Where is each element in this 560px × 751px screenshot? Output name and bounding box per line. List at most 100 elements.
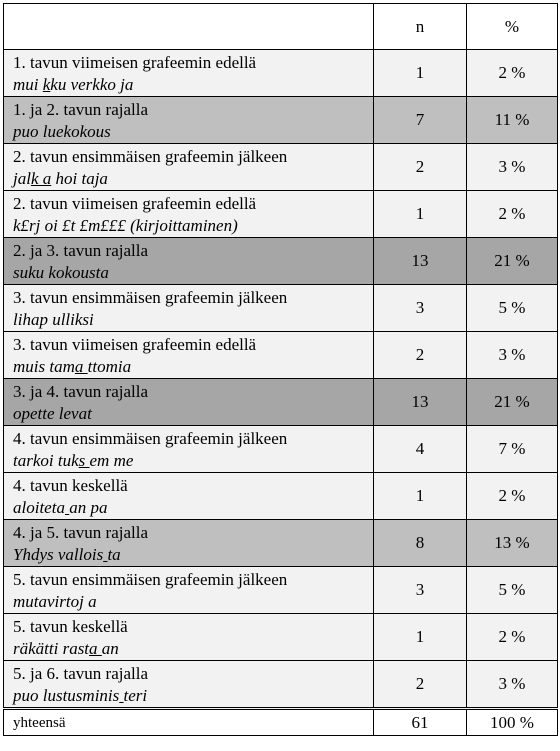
example-u: a xyxy=(74,357,88,376)
total-row: yhteensä 61 100 % xyxy=(3,707,558,736)
row-title: 2. tavun ensimmäisen grafeemin jälkeen xyxy=(13,147,288,166)
row-percent-cell: 5 % xyxy=(466,566,558,614)
row-n-cell: 13 xyxy=(373,237,467,285)
row-n-cell: 13 xyxy=(373,378,467,426)
example-post: em me xyxy=(89,451,134,470)
row-label-cell: 3. ja 4. tavun rajalla opette levat xyxy=(3,378,374,426)
row-percent-cell: 11 % xyxy=(466,96,558,144)
example-post: ttomia xyxy=(87,357,132,376)
example-pre: lihap ulliksi xyxy=(13,310,94,329)
row-label-cell: 5. tavun ensimmäisen grafeemin jälkeen mu… xyxy=(3,566,374,614)
row-title: 5. tavun keskellä xyxy=(13,617,128,636)
table-row: 5. tavun ensimmäisen grafeemin jälkeen mu… xyxy=(3,566,558,614)
total-percent: 100 % xyxy=(466,707,558,736)
table-row: 3. ja 4. tavun rajalla opette levat 13 21 % xyxy=(3,378,558,426)
row-title: 5. ja 6. tavun rajalla xyxy=(13,664,149,683)
example-u: k a xyxy=(30,169,52,188)
row-example: suku kokousta xyxy=(13,262,367,284)
row-percent-cell: 13 % xyxy=(466,519,558,567)
row-label-cell: 2. tavun viimeisen grafeemin edellä k£rj … xyxy=(3,190,374,238)
row-example: muis tama ttomia xyxy=(13,356,367,378)
row-title: 4. ja 5. tavun rajalla xyxy=(13,523,149,542)
example-pre: Yhdys vallois xyxy=(13,545,104,564)
row-example: opette levat xyxy=(13,403,367,425)
total-n: 61 xyxy=(373,707,467,736)
example-post: teri xyxy=(123,686,148,705)
row-percent-cell: 3 % xyxy=(466,143,558,191)
example-post: an pa xyxy=(69,498,108,517)
row-label-cell: 4. ja 5. tavun rajalla Yhdys vallois ta xyxy=(3,519,374,567)
row-title: 4. tavun ensimmäisen grafeemin jälkeen xyxy=(13,429,288,448)
row-percent-cell: 2 % xyxy=(466,472,558,520)
table-row: 1. tavun viimeisen grafeemin edellä mui k… xyxy=(3,49,558,97)
example-pre: suku kokousta xyxy=(13,263,109,282)
example-pre: puo lustusminis xyxy=(13,686,120,705)
table-row: 4. tavun ensimmäisen grafeemin jälkeen ta… xyxy=(3,425,558,473)
row-n-cell: 2 xyxy=(373,660,467,709)
row-example: puo lustusminis teri xyxy=(13,685,367,707)
row-label-cell: 4. tavun keskellä aloiteta an pa xyxy=(3,472,374,520)
example-post: an xyxy=(101,639,119,658)
row-label-cell: 4. tavun ensimmäisen grafeemin jälkeen ta… xyxy=(3,425,374,473)
row-title: 1. ja 2. tavun rajalla xyxy=(13,100,149,119)
row-n-cell: 7 xyxy=(373,96,467,144)
row-title: 4. tavun keskellä xyxy=(13,476,128,495)
row-n-cell: 2 xyxy=(373,143,467,191)
row-example: mutavirtoj a xyxy=(13,591,367,613)
example-post: ta xyxy=(107,545,121,564)
row-percent-cell: 2 % xyxy=(466,190,558,238)
row-n-cell: 4 xyxy=(373,425,467,473)
example-pre: räkätti rast xyxy=(13,639,90,658)
example-u: k xyxy=(42,75,51,94)
example-pre: opette levat xyxy=(13,404,92,423)
table-row: 1. ja 2. tavun rajalla puo luekokous 7 11 % xyxy=(3,96,558,144)
example-pre: muis tam xyxy=(13,357,75,376)
example-pre: k£rj oi £t £m£££ (kirjoittaminen) xyxy=(13,216,238,235)
example-pre: tarkoi tuk xyxy=(13,451,79,470)
row-example: räkätti rasta an xyxy=(13,638,367,660)
table-row: 2. ja 3. tavun rajalla suku kokousta 13 21 … xyxy=(3,237,558,285)
row-label-cell: 1. ja 2. tavun rajalla puo luekokous xyxy=(3,96,374,144)
row-title: 2. tavun viimeisen grafeemin edellä xyxy=(13,194,257,213)
row-n-cell: 3 xyxy=(373,284,467,332)
row-example: tarkoi tuks em me xyxy=(13,450,367,472)
row-label-cell: 3. tavun ensimmäisen grafeemin jälkeen li… xyxy=(3,284,374,332)
table-row: 5. ja 6. tavun rajalla puo lustusminis te… xyxy=(3,660,558,709)
header-row: n % xyxy=(3,3,558,50)
table-row: 3. tavun viimeisen grafeemin edellä muis … xyxy=(3,331,558,379)
row-percent-cell: 3 % xyxy=(466,331,558,379)
example-u: s xyxy=(78,451,90,470)
row-n-cell: 1 xyxy=(373,49,467,97)
table-row: 2. tavun viimeisen grafeemin edellä k£rj … xyxy=(3,190,558,238)
row-n-cell: 1 xyxy=(373,613,467,661)
row-title: 3. tavun ensimmäisen grafeemin jälkeen xyxy=(13,288,288,307)
row-label-cell: 2. tavun ensimmäisen grafeemin jälkeen ja… xyxy=(3,143,374,191)
syllable-position-table: n % 1. tavun viimeisen grafeemin edellä m… xyxy=(3,3,558,736)
row-percent-cell: 2 % xyxy=(466,613,558,661)
row-label-cell: 5. tavun keskellä räkätti rasta an xyxy=(3,613,374,661)
table-row: 4. ja 5. tavun rajalla Yhdys vallois ta 8 1… xyxy=(3,519,558,567)
row-example: mui kku verkko ja xyxy=(13,74,367,96)
example-post: hoi taja xyxy=(51,169,108,188)
row-title: 1. tavun viimeisen grafeemin edellä xyxy=(13,53,257,72)
row-example: aloiteta an pa xyxy=(13,497,367,519)
example-pre: aloiteta xyxy=(13,498,65,517)
row-title: 5. tavun ensimmäisen grafeemin jälkeen xyxy=(13,570,288,589)
row-percent-cell: 21 % xyxy=(466,237,558,285)
table-row: 4. tavun keskellä aloiteta an pa 1 2 % xyxy=(3,472,558,520)
table-row: 5. tavun keskellä räkätti rasta an 1 2 % xyxy=(3,613,558,661)
row-example: Yhdys vallois ta xyxy=(13,544,367,566)
row-n-cell: 3 xyxy=(373,566,467,614)
table-row: 2. tavun ensimmäisen grafeemin jälkeen ja… xyxy=(3,143,558,191)
header-percent-cell: % xyxy=(466,3,558,50)
example-pre: mui xyxy=(13,75,43,94)
row-percent-cell: 3 % xyxy=(466,660,558,709)
row-n-cell: 2 xyxy=(373,331,467,379)
row-example: puo luekokous xyxy=(13,121,367,143)
row-n-cell: 8 xyxy=(373,519,467,567)
example-pre: puo luekokous xyxy=(13,122,111,141)
example-u: a xyxy=(89,639,102,658)
row-label-cell: 1. tavun viimeisen grafeemin edellä mui k… xyxy=(3,49,374,97)
row-label-cell: 2. ja 3. tavun rajalla suku kokousta xyxy=(3,237,374,285)
table-body: 1. tavun viimeisen grafeemin edellä mui k… xyxy=(3,49,558,709)
